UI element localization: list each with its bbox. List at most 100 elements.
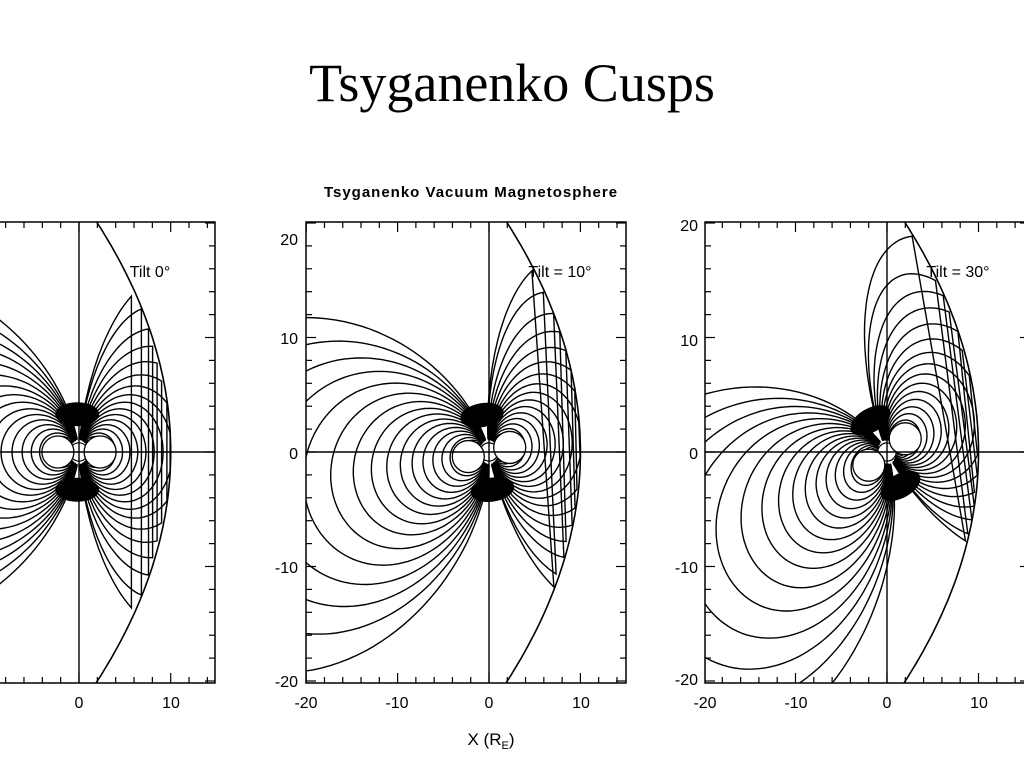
y-tick-label: 20 [280, 232, 298, 249]
field-line [432, 430, 488, 487]
field-line [306, 340, 490, 635]
field-line [705, 412, 893, 639]
field-line [0, 385, 77, 519]
field-line [449, 436, 487, 477]
axis-ticks [5, 222, 215, 683]
y-tick-label: 0 [689, 446, 698, 463]
field-line [488, 373, 578, 507]
field-line [306, 316, 490, 672]
field-line [411, 422, 488, 500]
field-line [488, 361, 576, 517]
tilt-label: Tilt = 10° [528, 264, 591, 281]
field-line [867, 272, 969, 535]
y-tick-label: -10 [275, 560, 298, 577]
tilt-label: Tilt 0° [130, 264, 170, 281]
x-tick-label: -20 [294, 695, 317, 712]
y-tick-label: -20 [275, 674, 298, 691]
field-line [884, 390, 950, 469]
field-line [487, 291, 557, 576]
field-line [834, 441, 889, 501]
field-line [386, 413, 489, 516]
y-tick-label: 20 [680, 218, 698, 235]
field-line [876, 307, 976, 508]
x-tick-label: 0 [485, 695, 494, 712]
field-line [0, 401, 77, 503]
field-line [885, 413, 928, 462]
field-line [873, 290, 973, 521]
trapping-region [493, 430, 527, 465]
x-tick-label: 10 [572, 695, 590, 712]
panel-tilt-10: Tilt = 10° 20 10 0 -10 -20 -20 -10 0 10 [275, 221, 627, 712]
field-line [0, 364, 78, 540]
field-line [489, 405, 556, 483]
field-line [487, 330, 567, 543]
panel-tilt-0: Tilt 0° 0 10 [0, 221, 216, 712]
field-line [489, 391, 573, 493]
axis-ticks [705, 222, 1024, 683]
field-line [0, 343, 78, 561]
trapping-region [888, 422, 922, 456]
field-line [850, 444, 888, 486]
field-line [422, 426, 488, 493]
field-line [306, 382, 490, 566]
trapping-region [451, 439, 485, 474]
field-line [0, 319, 78, 585]
field-line [705, 397, 894, 683]
field-line [0, 394, 77, 510]
figure-title: Tsyganenko Vacuum Magnetosphere [324, 184, 618, 201]
field-lines [705, 222, 1024, 683]
y-tick-label: 0 [289, 446, 298, 463]
field-line [0, 408, 77, 496]
field-line [488, 346, 573, 529]
field-line [306, 370, 490, 586]
field-line [825, 439, 889, 510]
field-line [715, 418, 892, 612]
slide-title: Tsyganenko Cusps [309, 53, 715, 113]
field-line [879, 323, 976, 498]
field-line [330, 392, 489, 550]
field-line [441, 433, 487, 482]
cusp-region [850, 405, 891, 436]
cusp-region [460, 402, 504, 428]
cusp-region [470, 477, 515, 503]
field-line [881, 351, 979, 483]
x-tick-label: -10 [385, 695, 408, 712]
field-line [863, 235, 967, 543]
field-line [487, 312, 565, 559]
y-tick-label: -20 [675, 672, 698, 689]
field-line [488, 383, 581, 499]
field-line [883, 373, 966, 475]
field-line [0, 374, 78, 530]
axis-ticks [305, 222, 626, 683]
cusp-region [880, 470, 921, 502]
field-line [792, 432, 890, 541]
field-line [804, 435, 890, 529]
x-tick-label: -20 [693, 695, 716, 712]
field-line [761, 426, 891, 569]
field-line [306, 357, 490, 608]
field-line [490, 417, 541, 475]
trapping-region [852, 448, 886, 482]
field-line [705, 386, 896, 683]
field-line [0, 353, 78, 551]
tilt-label: Tilt = 30° [926, 264, 989, 281]
x-tick-label: 0 [75, 695, 84, 712]
cusp-region [55, 402, 100, 427]
panel-tilt-30: Tilt = 30° 20 10 0 -10 -20 -20 -10 0 10 [675, 218, 1024, 712]
x-tick-label: 10 [162, 695, 180, 712]
y-tick-label: 10 [680, 333, 698, 350]
field-line [884, 398, 942, 466]
x-tick-label: 10 [970, 695, 988, 712]
y-tick-label: -10 [675, 560, 698, 577]
field-lines [0, 222, 215, 683]
field-line [490, 423, 533, 471]
field-line [705, 405, 893, 670]
cusp-region [55, 477, 100, 502]
y-tick-label: 10 [280, 331, 298, 348]
field-line [489, 412, 548, 478]
field-line [885, 406, 935, 464]
field-line [352, 400, 489, 536]
field-line [399, 418, 488, 507]
field-line [842, 442, 889, 493]
